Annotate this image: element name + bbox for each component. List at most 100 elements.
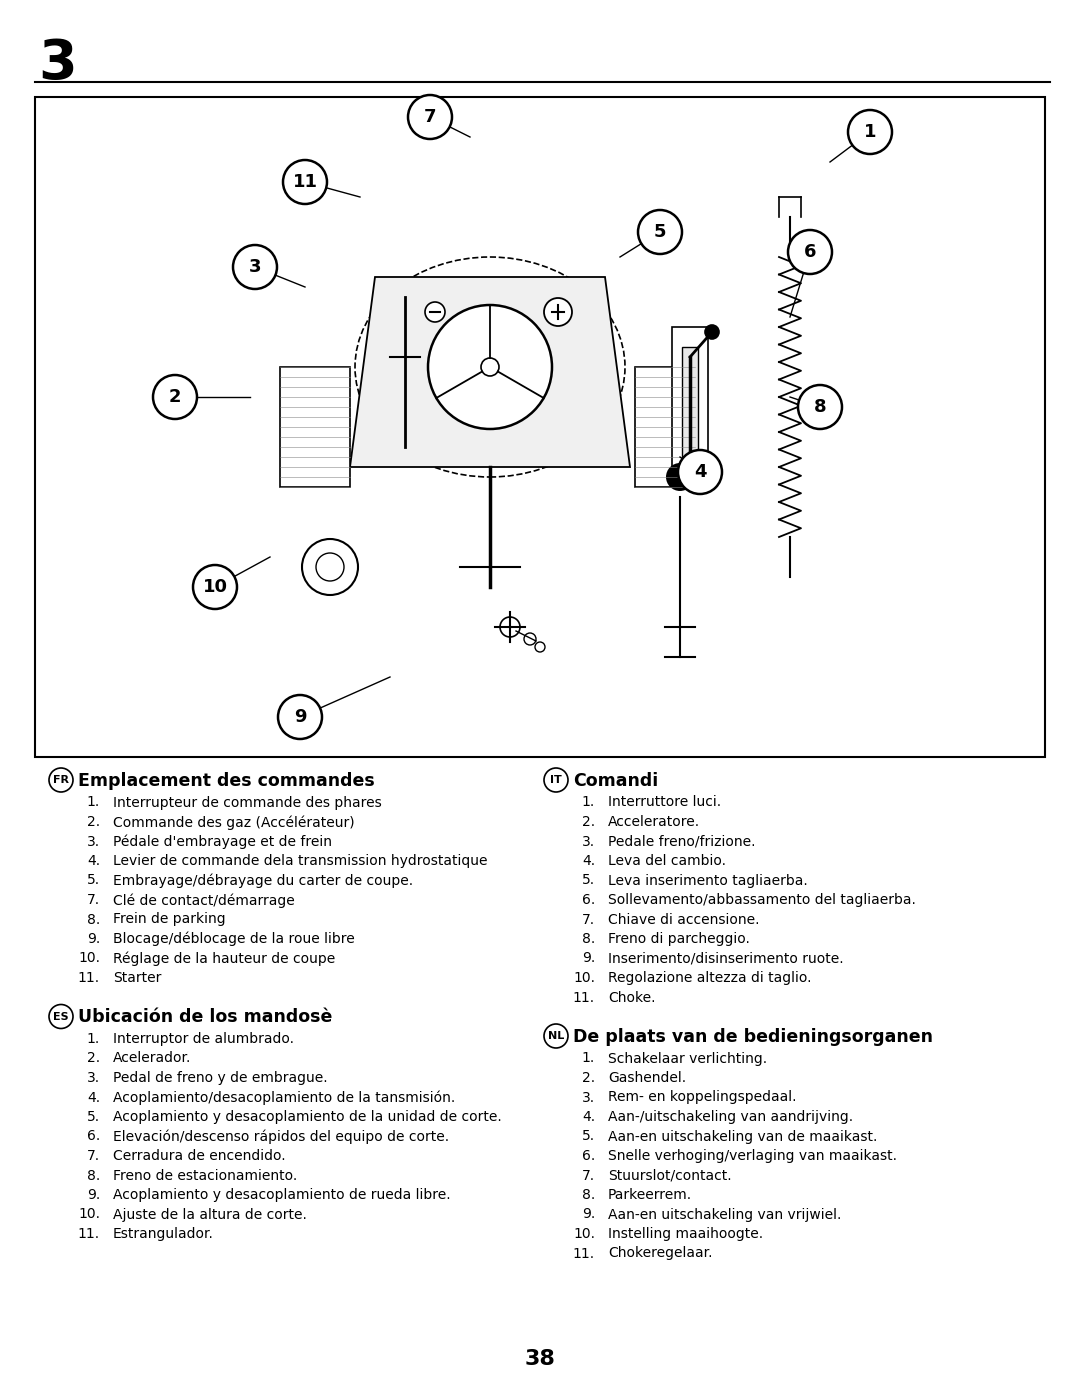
Text: 11.: 11. (572, 990, 595, 1004)
Text: 7.: 7. (86, 893, 100, 907)
Bar (672, 327, 708, 488)
Circle shape (316, 553, 345, 581)
Text: 1.: 1. (582, 1052, 595, 1066)
Text: Sollevamento/abbassamento del tagliaerba.: Sollevamento/abbassamento del tagliaerba… (608, 893, 916, 907)
Text: Leva del cambio.: Leva del cambio. (608, 854, 726, 868)
Text: 4.: 4. (86, 854, 100, 868)
Text: FR: FR (53, 775, 69, 785)
Text: Pedal de freno y de embrague.: Pedal de freno y de embrague. (113, 1071, 327, 1085)
Text: 5.: 5. (86, 873, 100, 887)
Text: Blocage/déblocage de la roue libre: Blocage/déblocage de la roue libre (113, 932, 354, 947)
Text: 3.: 3. (582, 834, 595, 848)
Text: Clé de contact/démarrage: Clé de contact/démarrage (113, 893, 295, 908)
Text: Stuurslot/contact.: Stuurslot/contact. (608, 1168, 731, 1182)
Circle shape (544, 298, 572, 326)
Text: Interrupteur de commande des phares: Interrupteur de commande des phares (113, 795, 381, 809)
Text: 8.: 8. (582, 932, 595, 946)
Bar (635, 367, 696, 488)
Text: Elevación/descenso rápidos del equipo de corte.: Elevación/descenso rápidos del equipo de… (113, 1130, 449, 1144)
Text: 9.: 9. (582, 1207, 595, 1221)
Circle shape (278, 694, 322, 739)
Text: 7.: 7. (582, 1168, 595, 1182)
Text: 2.: 2. (582, 1071, 595, 1085)
Text: Interruptor de alumbrado.: Interruptor de alumbrado. (113, 1032, 294, 1046)
Text: 10.: 10. (573, 1227, 595, 1241)
Text: 3.: 3. (86, 1071, 100, 1085)
Text: Acoplamiento y desacoplamiento de la unidad de corte.: Acoplamiento y desacoplamiento de la uni… (113, 1111, 502, 1125)
Text: De plaats van de bedieningsorganen: De plaats van de bedieningsorganen (573, 1028, 933, 1046)
Text: 6: 6 (804, 243, 816, 261)
Text: 2.: 2. (86, 1052, 100, 1066)
Text: 10.: 10. (78, 1207, 100, 1221)
Text: 1: 1 (864, 123, 876, 141)
Text: 8.: 8. (582, 1187, 595, 1201)
Text: 8.: 8. (86, 912, 100, 926)
Bar (280, 367, 350, 488)
Text: Pédale d'embrayage et de frein: Pédale d'embrayage et de frein (113, 834, 332, 849)
Polygon shape (350, 277, 630, 467)
Text: 9.: 9. (86, 932, 100, 946)
Text: 7.: 7. (86, 1148, 100, 1162)
Text: 2: 2 (168, 388, 181, 407)
Text: 4.: 4. (582, 854, 595, 868)
Text: 11.: 11. (78, 971, 100, 985)
Text: Freno di parcheggio.: Freno di parcheggio. (608, 932, 750, 946)
Circle shape (302, 539, 357, 595)
Text: Acoplamiento/desacoplamiento de la tansmisión.: Acoplamiento/desacoplamiento de la tansm… (113, 1091, 456, 1105)
Text: 4.: 4. (582, 1111, 595, 1125)
Text: Inserimento/disinserimento ruote.: Inserimento/disinserimento ruote. (608, 951, 843, 965)
Text: 5.: 5. (582, 873, 595, 887)
Text: 3: 3 (248, 258, 261, 277)
Text: 1.: 1. (86, 1032, 100, 1046)
Text: 6.: 6. (582, 1148, 595, 1162)
Text: Leva inserimento tagliaerba.: Leva inserimento tagliaerba. (608, 873, 808, 887)
Text: Cerradura de encendido.: Cerradura de encendido. (113, 1148, 285, 1162)
Text: Starter: Starter (113, 971, 161, 985)
Text: 8.: 8. (86, 1168, 100, 1182)
Text: Comandi: Comandi (573, 773, 658, 789)
Text: NL: NL (548, 1031, 564, 1041)
Text: 1.: 1. (86, 795, 100, 809)
Circle shape (49, 1004, 73, 1028)
Text: 8: 8 (813, 398, 826, 416)
Text: 7: 7 (423, 108, 436, 126)
Text: Parkeerrem.: Parkeerrem. (608, 1187, 692, 1201)
Circle shape (49, 768, 73, 792)
Text: Aan-/uitschakeling van aandrijving.: Aan-/uitschakeling van aandrijving. (608, 1111, 853, 1125)
Text: 5: 5 (653, 224, 666, 242)
Circle shape (233, 244, 276, 289)
Circle shape (666, 462, 694, 490)
Text: Estrangulador.: Estrangulador. (113, 1227, 214, 1241)
Circle shape (524, 633, 536, 645)
Text: Instelling maaihoogte.: Instelling maaihoogte. (608, 1227, 764, 1241)
Circle shape (535, 643, 545, 652)
Circle shape (481, 358, 499, 376)
Circle shape (544, 768, 568, 792)
Text: Ajuste de la altura de corte.: Ajuste de la altura de corte. (113, 1207, 307, 1221)
Text: Pedale freno/frizione.: Pedale freno/frizione. (608, 834, 756, 848)
Text: Choke.: Choke. (608, 990, 656, 1004)
Text: 3.: 3. (86, 834, 100, 848)
Text: Réglage de la hauteur de coupe: Réglage de la hauteur de coupe (113, 951, 335, 965)
Text: 2.: 2. (582, 814, 595, 828)
Text: 5.: 5. (86, 1111, 100, 1125)
Text: 10.: 10. (573, 971, 595, 985)
Text: Levier de commande dela transmission hydrostatique: Levier de commande dela transmission hyd… (113, 854, 487, 868)
Text: 9.: 9. (86, 1187, 100, 1201)
Text: 3.: 3. (582, 1091, 595, 1105)
Text: Regolazione altezza di taglio.: Regolazione altezza di taglio. (608, 971, 811, 985)
Text: 6.: 6. (86, 1130, 100, 1144)
Text: 11: 11 (293, 173, 318, 191)
Text: 1.: 1. (582, 795, 595, 809)
Text: Interruttore luci.: Interruttore luci. (608, 795, 721, 809)
Circle shape (798, 386, 842, 429)
Text: 4.: 4. (86, 1091, 100, 1105)
Text: Schakelaar verlichting.: Schakelaar verlichting. (608, 1052, 767, 1066)
Text: Commande des gaz (Accélérateur): Commande des gaz (Accélérateur) (113, 814, 354, 830)
Text: Chokeregelaar.: Chokeregelaar. (608, 1246, 713, 1260)
Text: 38: 38 (525, 1350, 555, 1369)
Circle shape (408, 95, 453, 138)
Circle shape (638, 210, 681, 254)
Text: Aan-en uitschakeling van de maaikast.: Aan-en uitschakeling van de maaikast. (608, 1130, 877, 1144)
Text: Frein de parking: Frein de parking (113, 912, 226, 926)
